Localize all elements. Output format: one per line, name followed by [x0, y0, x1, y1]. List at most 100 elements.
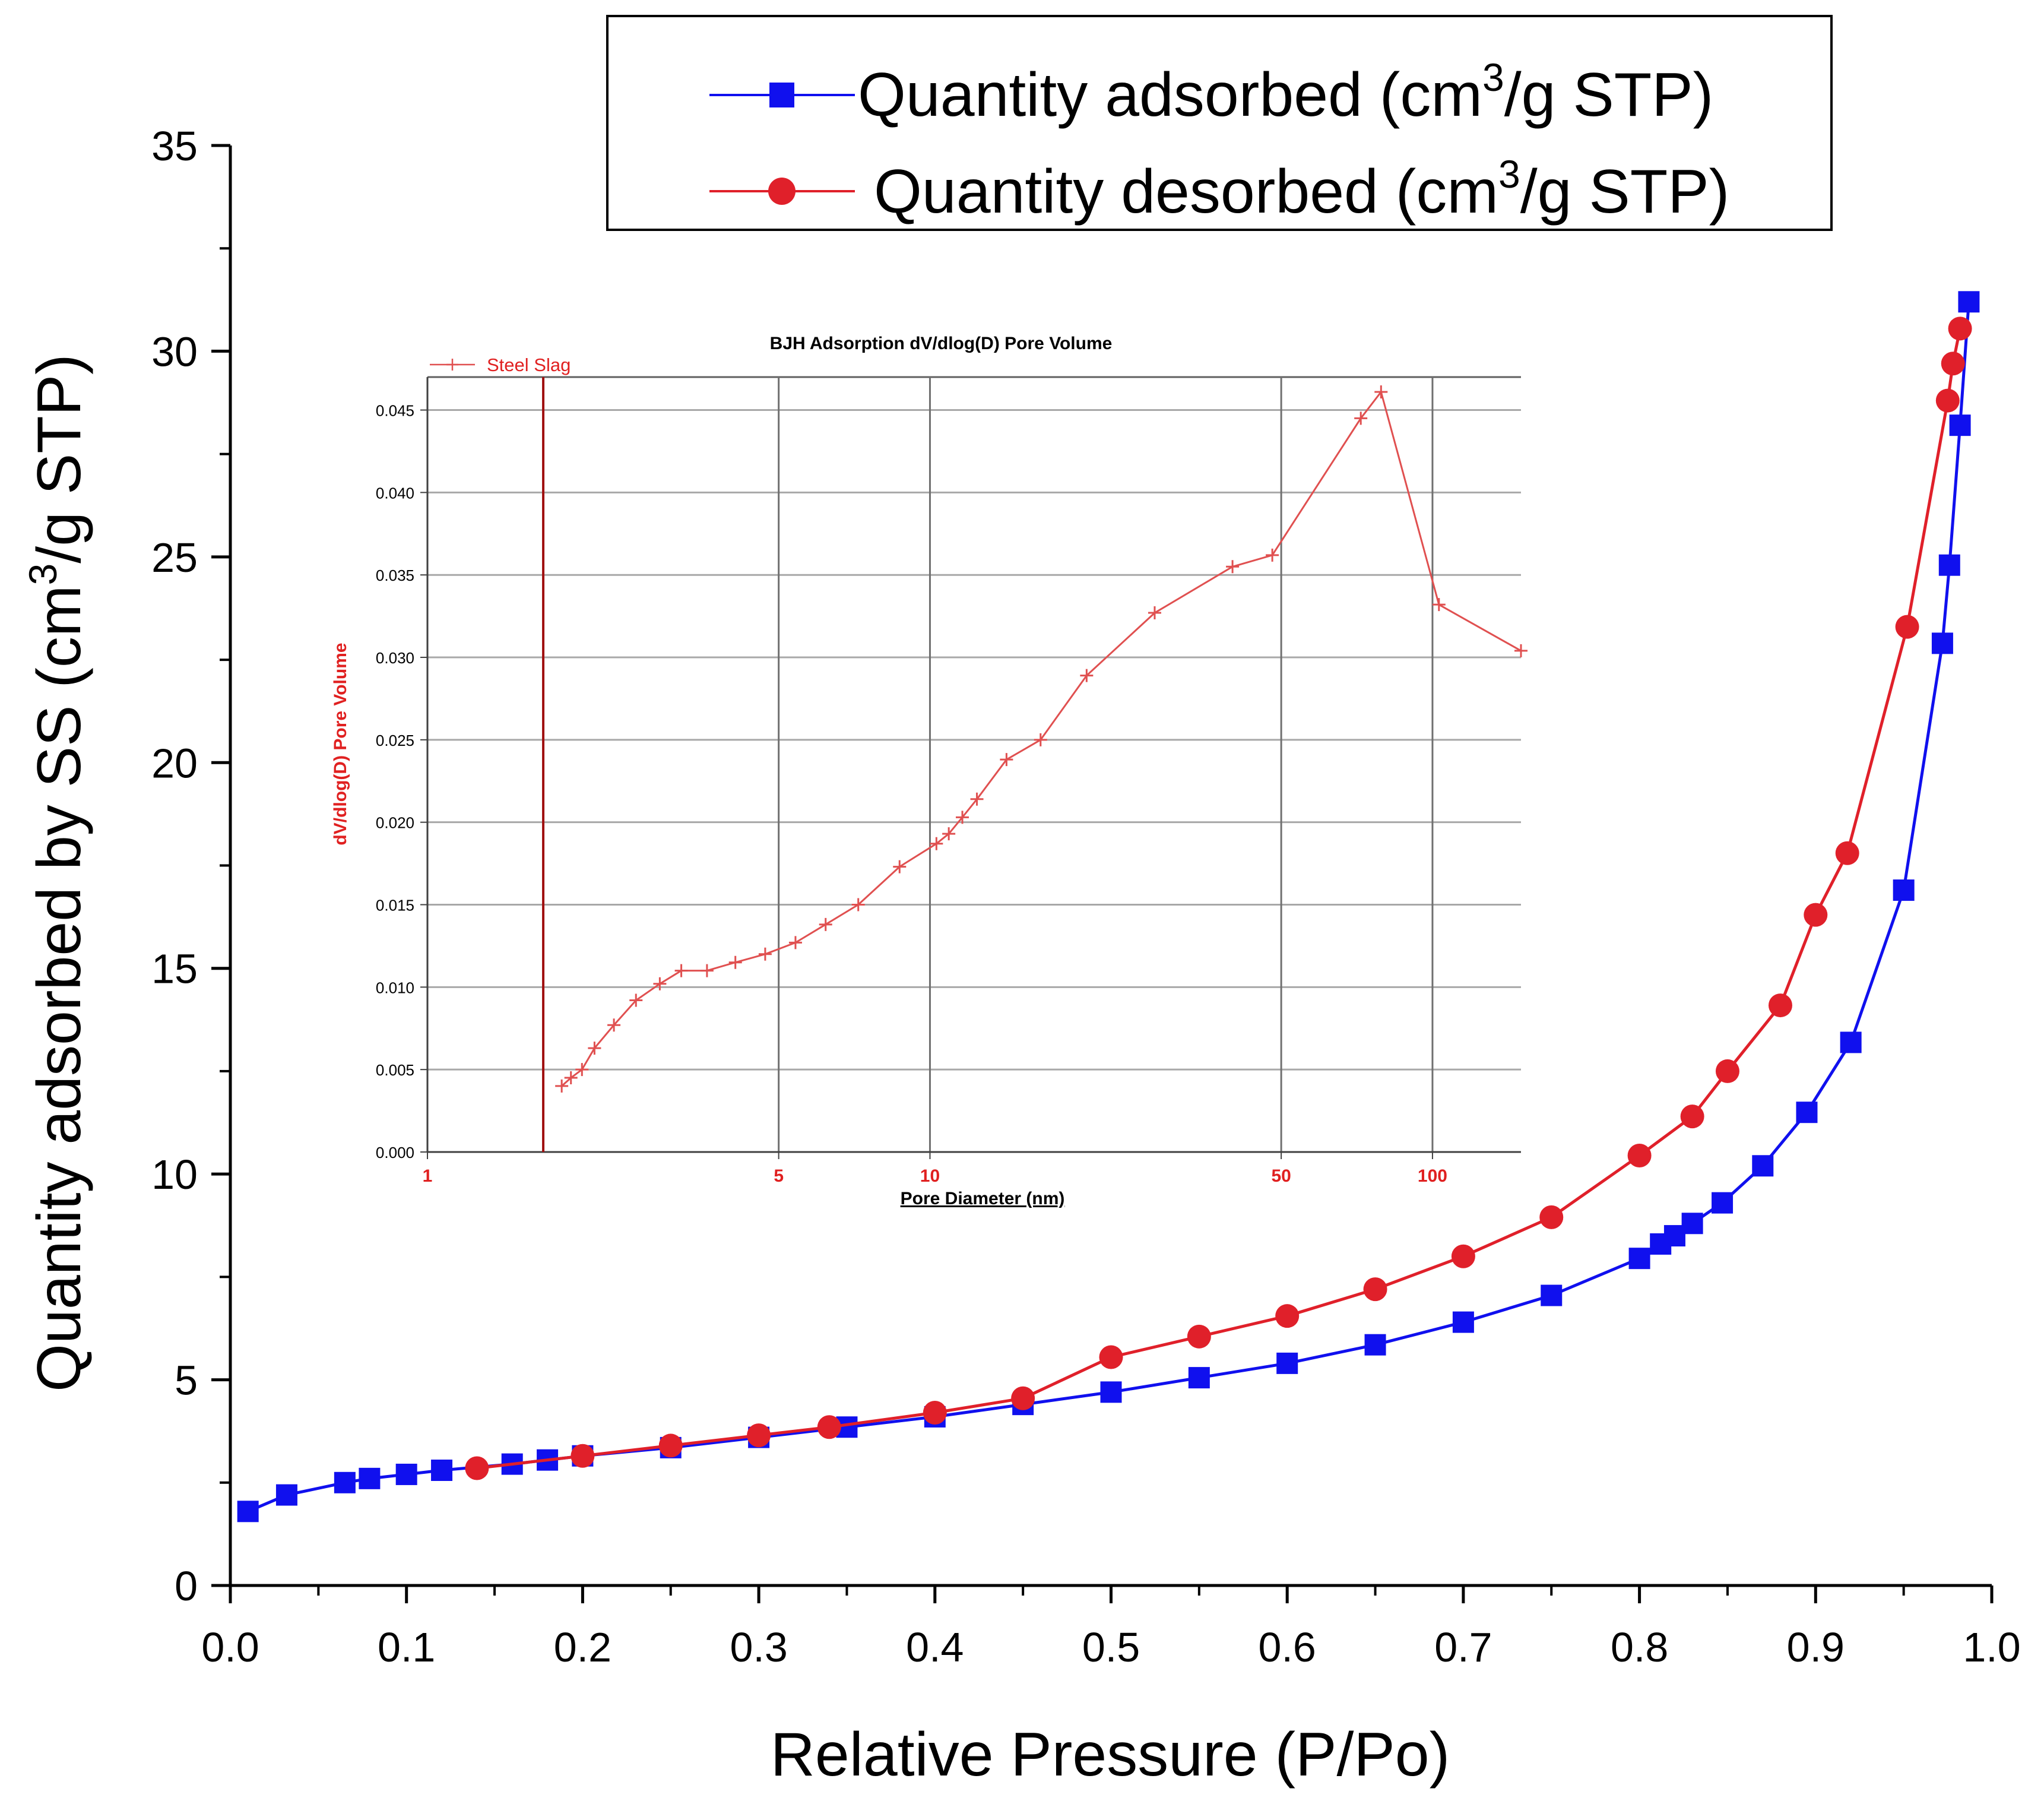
inset-grid: [427, 376, 1521, 1152]
inset-y-tick-label: 0.005: [376, 1061, 414, 1079]
x-tick-label: 0.7: [1434, 1624, 1492, 1670]
data-point-adsorbed: [1188, 1367, 1210, 1389]
inset-data-point: [653, 977, 667, 990]
x-tick-label: 1.0: [1963, 1624, 2020, 1670]
inset-x-axis-title: Pore Diameter (nm): [901, 1189, 1065, 1208]
data-point-adsorbed: [1100, 1381, 1122, 1403]
inset-data-point: [1514, 644, 1528, 657]
data-point-desorbed: [465, 1456, 489, 1480]
inset-data-point: [1226, 560, 1240, 574]
data-point-adsorbed: [1931, 632, 1953, 654]
data-point-desorbed: [1099, 1345, 1123, 1369]
data-point-adsorbed: [334, 1471, 356, 1493]
data-point-adsorbed: [1712, 1192, 1734, 1214]
inset-legend: Steel Slag: [430, 355, 571, 375]
data-point-adsorbed: [1938, 554, 1960, 576]
data-point-adsorbed: [359, 1467, 381, 1489]
data-point-adsorbed: [395, 1463, 417, 1485]
y-axis-title: Quantity adsorbed by SS (cm3/g STP): [21, 354, 94, 1392]
inset-data-point: [1432, 598, 1446, 612]
y-tick-label: 25: [151, 534, 198, 581]
inset-data-point: [728, 955, 742, 969]
data-point-desorbed: [1935, 388, 1960, 413]
x-tick-label: 0.0: [201, 1624, 259, 1670]
inset-y-tick-label: 0.040: [376, 484, 414, 502]
inset-y-tick-label: 0.030: [376, 649, 414, 667]
x-tick-label: 0.8: [1611, 1624, 1668, 1670]
legend-label-desorbed-superscript: 3: [1498, 152, 1520, 196]
data-point-adsorbed: [1452, 1311, 1474, 1333]
inset-data-point: [1080, 669, 1094, 682]
inset-data-point: [758, 947, 772, 961]
inset-data-point: [851, 898, 865, 912]
data-point-adsorbed: [1893, 879, 1915, 901]
data-point-desorbed: [1363, 1277, 1387, 1302]
x-tick-label: 0.9: [1787, 1624, 1845, 1670]
inset-data-point: [1374, 385, 1388, 398]
inset-legend-label: Steel Slag: [487, 355, 571, 375]
inset-data-point: [942, 827, 956, 841]
legend-label-desorbed-part: Quantity desorbed (cm: [874, 157, 1498, 226]
x-tick-label: 0.2: [554, 1624, 611, 1670]
x-tick-label: 0.6: [1259, 1624, 1316, 1670]
inset-data-point: [1266, 548, 1279, 562]
inset-y-tick-label: 0.000: [376, 1144, 414, 1161]
legend-marker-desorbed: [768, 178, 796, 205]
inset-data-point: [629, 993, 643, 1007]
x-tick-label: 0.4: [906, 1624, 964, 1670]
data-point-desorbed: [1275, 1304, 1300, 1328]
data-point-desorbed: [1835, 841, 1859, 865]
data-point-desorbed: [1941, 352, 1965, 376]
y-tick-label: 15: [151, 946, 198, 992]
y-tick-label: 30: [151, 328, 198, 375]
inset-y-tick-label: 0.020: [376, 814, 414, 832]
y-tick-label: 5: [175, 1357, 198, 1404]
inset-data-point: [555, 1079, 569, 1093]
y-axis-title-superscript: 3: [21, 564, 65, 585]
data-point-adsorbed: [1752, 1155, 1774, 1177]
inset-data-point: [970, 792, 984, 806]
data-point-adsorbed: [1958, 291, 1980, 313]
inset-y-tick-label: 0.025: [376, 732, 414, 749]
data-point-adsorbed: [1796, 1102, 1818, 1123]
legend-label-desorbed-part: /g STP): [1520, 157, 1730, 226]
inset-data-point: [893, 860, 907, 873]
legend-label-adsorbed-part: Quantity adsorbed (cm: [858, 61, 1482, 129]
inset-x-tick-label: 1: [423, 1166, 433, 1186]
y-tick-label: 35: [151, 123, 198, 169]
data-point-adsorbed: [1541, 1284, 1563, 1306]
data-point-desorbed: [658, 1433, 683, 1458]
inset-data-point: [1148, 606, 1161, 620]
inset-y-tick-label: 0.015: [376, 897, 414, 914]
inset-ticks: 0.000 0.005 0.010 0.015 0.020 0.025 0.030 0.035…: [376, 402, 1447, 1186]
data-point-adsorbed: [275, 1484, 297, 1506]
data-point-desorbed: [1895, 615, 1919, 639]
data-point-desorbed: [1680, 1104, 1704, 1129]
data-point-adsorbed: [1949, 414, 1971, 436]
data-point-adsorbed: [1681, 1213, 1703, 1235]
inset-legend-marker: [446, 359, 458, 371]
y-axis-title-part: /g STP): [25, 354, 94, 564]
inset-y-axis-title: dV/dlog(D) Pore Volume: [331, 643, 350, 845]
data-point-adsorbed: [1840, 1031, 1862, 1053]
data-point-desorbed: [1451, 1244, 1475, 1268]
data-point-adsorbed: [237, 1501, 259, 1523]
inset-y-tick-label: 0.010: [376, 979, 414, 996]
inset-data-point: [564, 1071, 578, 1085]
legend-marker-adsorbed: [769, 83, 794, 107]
main-series: [237, 291, 1980, 1523]
data-point-desorbed: [1948, 317, 1972, 341]
inset-data-point: [700, 964, 714, 977]
data-point-desorbed: [817, 1415, 841, 1439]
inset-data-point: [819, 917, 832, 931]
inset-y-tick-label: 0.045: [376, 402, 414, 420]
legend-box: [606, 15, 1833, 231]
data-point-desorbed: [1768, 993, 1792, 1018]
data-point-desorbed: [1011, 1386, 1035, 1410]
inset-x-tick-label: 10: [920, 1166, 940, 1186]
inset-data-point: [674, 964, 688, 977]
x-tick-label: 0.1: [378, 1624, 435, 1670]
y-axis-title-part: Quantity adsorbed by SS (cm: [25, 585, 94, 1391]
data-point-desorbed: [923, 1401, 947, 1425]
data-point-adsorbed: [431, 1460, 453, 1481]
